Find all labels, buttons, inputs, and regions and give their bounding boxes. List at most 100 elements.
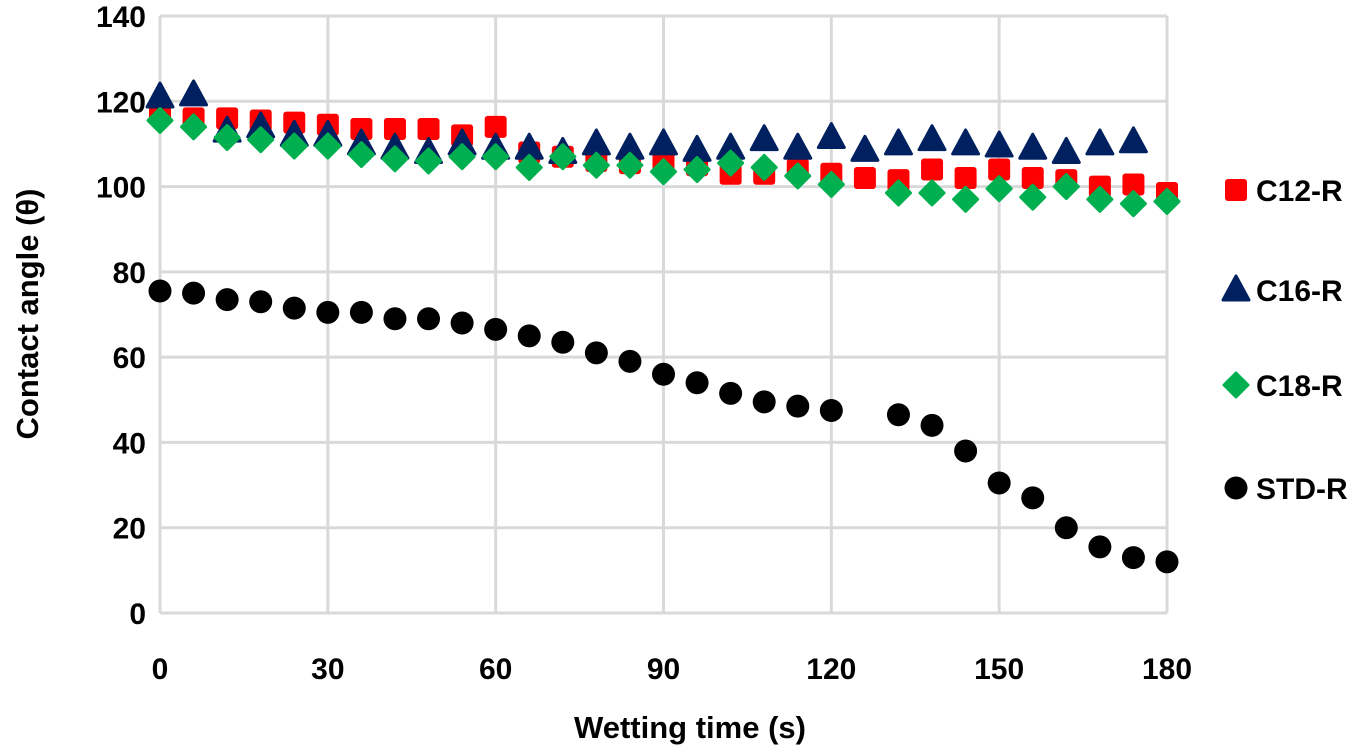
point-std-r: [148, 279, 172, 303]
y-tick-label: 120: [96, 86, 146, 119]
point-c18-r: [884, 179, 912, 207]
point-std-r: [316, 300, 340, 324]
point-c12-r: [1122, 173, 1145, 196]
point-c18-r: [582, 151, 610, 179]
point-c18-r: [1119, 190, 1147, 218]
point-c16-r: [581, 128, 611, 156]
point-c18-r: [1086, 185, 1114, 213]
x-tick-label: 180: [1142, 653, 1192, 686]
point-c18-r: [314, 132, 342, 160]
y-tick-label: 60: [113, 342, 146, 375]
point-c18-r: [515, 153, 543, 181]
point-c12-r: [988, 158, 1011, 181]
x-tick-label: 30: [311, 653, 344, 686]
legend: C12-R C16-R C18-R STD-R: [1221, 175, 1348, 506]
y-tick-label: 140: [96, 1, 146, 34]
point-std-r: [282, 296, 306, 320]
point-c18-r: [347, 141, 375, 169]
point-c16-r: [649, 128, 678, 156]
point-c18-r: [146, 106, 174, 134]
legend-label-c12-r: C12-R: [1256, 175, 1343, 208]
point-c18-r: [381, 145, 409, 173]
legend-marker-c12-r: [1225, 179, 1247, 201]
point-c18-r: [650, 158, 677, 186]
point-std-r: [719, 381, 743, 405]
legend-marker-c18-r: [1222, 371, 1250, 399]
point-c18-r: [1153, 187, 1181, 215]
point-std-r: [652, 362, 675, 386]
point-c12-r: [921, 158, 944, 181]
point-c18-r: [213, 124, 241, 152]
point-std-r: [383, 307, 407, 331]
x-tick-label: 0: [152, 653, 169, 686]
point-c16-r: [984, 130, 1014, 158]
point-c18-r: [180, 113, 208, 141]
point-std-r: [819, 398, 843, 422]
point-c18-r: [616, 151, 644, 179]
point-std-r: [349, 300, 373, 324]
point-std-r: [450, 311, 474, 335]
x-axis-label: Wetting time (s): [574, 710, 806, 745]
point-c18-r: [784, 162, 812, 190]
point-c16-r: [883, 128, 913, 156]
point-std-r: [182, 281, 206, 305]
y-tick-label: 40: [113, 427, 146, 460]
point-std-r: [584, 341, 608, 365]
legend-label-std-r: STD-R: [1256, 473, 1348, 506]
x-tick-label: 60: [479, 653, 512, 686]
point-c12-r: [383, 118, 406, 141]
point-c16-r: [1118, 126, 1148, 154]
point-c16-r: [951, 128, 981, 156]
point-std-r: [1088, 535, 1112, 559]
point-std-r: [1121, 546, 1145, 570]
point-std-r: [215, 288, 239, 312]
point-c18-r: [549, 143, 577, 171]
point-c18-r: [415, 147, 443, 175]
point-c12-r: [853, 167, 876, 190]
x-tick-label: 120: [806, 653, 856, 686]
point-c16-r: [1018, 132, 1048, 160]
point-c16-r: [145, 81, 175, 109]
y-axis-label: Contact angle (θ): [10, 189, 45, 440]
legend-label-c16-r: C16-R: [1256, 275, 1343, 308]
point-c18-r: [717, 149, 745, 177]
point-std-r: [417, 307, 441, 331]
point-c18-r: [247, 126, 275, 154]
point-c16-r: [816, 122, 846, 150]
point-std-r: [551, 330, 575, 354]
point-std-r: [954, 439, 978, 463]
point-c18-r: [280, 132, 308, 160]
data-points: [145, 79, 1181, 574]
point-c18-r: [918, 179, 946, 207]
point-c18-r: [448, 143, 476, 171]
y-tick-label: 80: [113, 257, 146, 290]
legend-marker-c16-r: [1221, 274, 1251, 302]
point-std-r: [1054, 516, 1078, 540]
point-c16-r: [1085, 128, 1115, 156]
point-std-r: [1021, 486, 1045, 510]
point-std-r: [920, 413, 944, 437]
x-tick-label: 90: [647, 653, 680, 686]
y-tick-label: 20: [113, 513, 146, 546]
point-c18-r: [683, 156, 711, 184]
point-std-r: [752, 390, 776, 414]
point-std-r: [517, 324, 541, 348]
point-std-r: [618, 349, 642, 373]
point-c12-r: [484, 115, 507, 138]
legend-label-c18-r: C18-R: [1256, 370, 1343, 403]
legend-marker-std-r: [1224, 476, 1248, 500]
point-c18-r: [952, 185, 980, 213]
point-c18-r: [1052, 173, 1080, 201]
point-c18-r: [482, 143, 510, 171]
point-c16-r: [783, 132, 813, 160]
point-c16-r: [749, 124, 779, 152]
point-c16-r: [850, 134, 880, 162]
tick-labels: 0 20 40 60 80 100 120 140 0 30 60 90 120 150 180: [96, 1, 1192, 686]
point-c16-r: [179, 79, 209, 107]
point-std-r: [685, 371, 709, 395]
point-std-r: [786, 394, 810, 418]
point-c16-r: [917, 124, 947, 152]
gridlines: [158, 14, 1169, 615]
point-c12-r: [954, 167, 977, 190]
